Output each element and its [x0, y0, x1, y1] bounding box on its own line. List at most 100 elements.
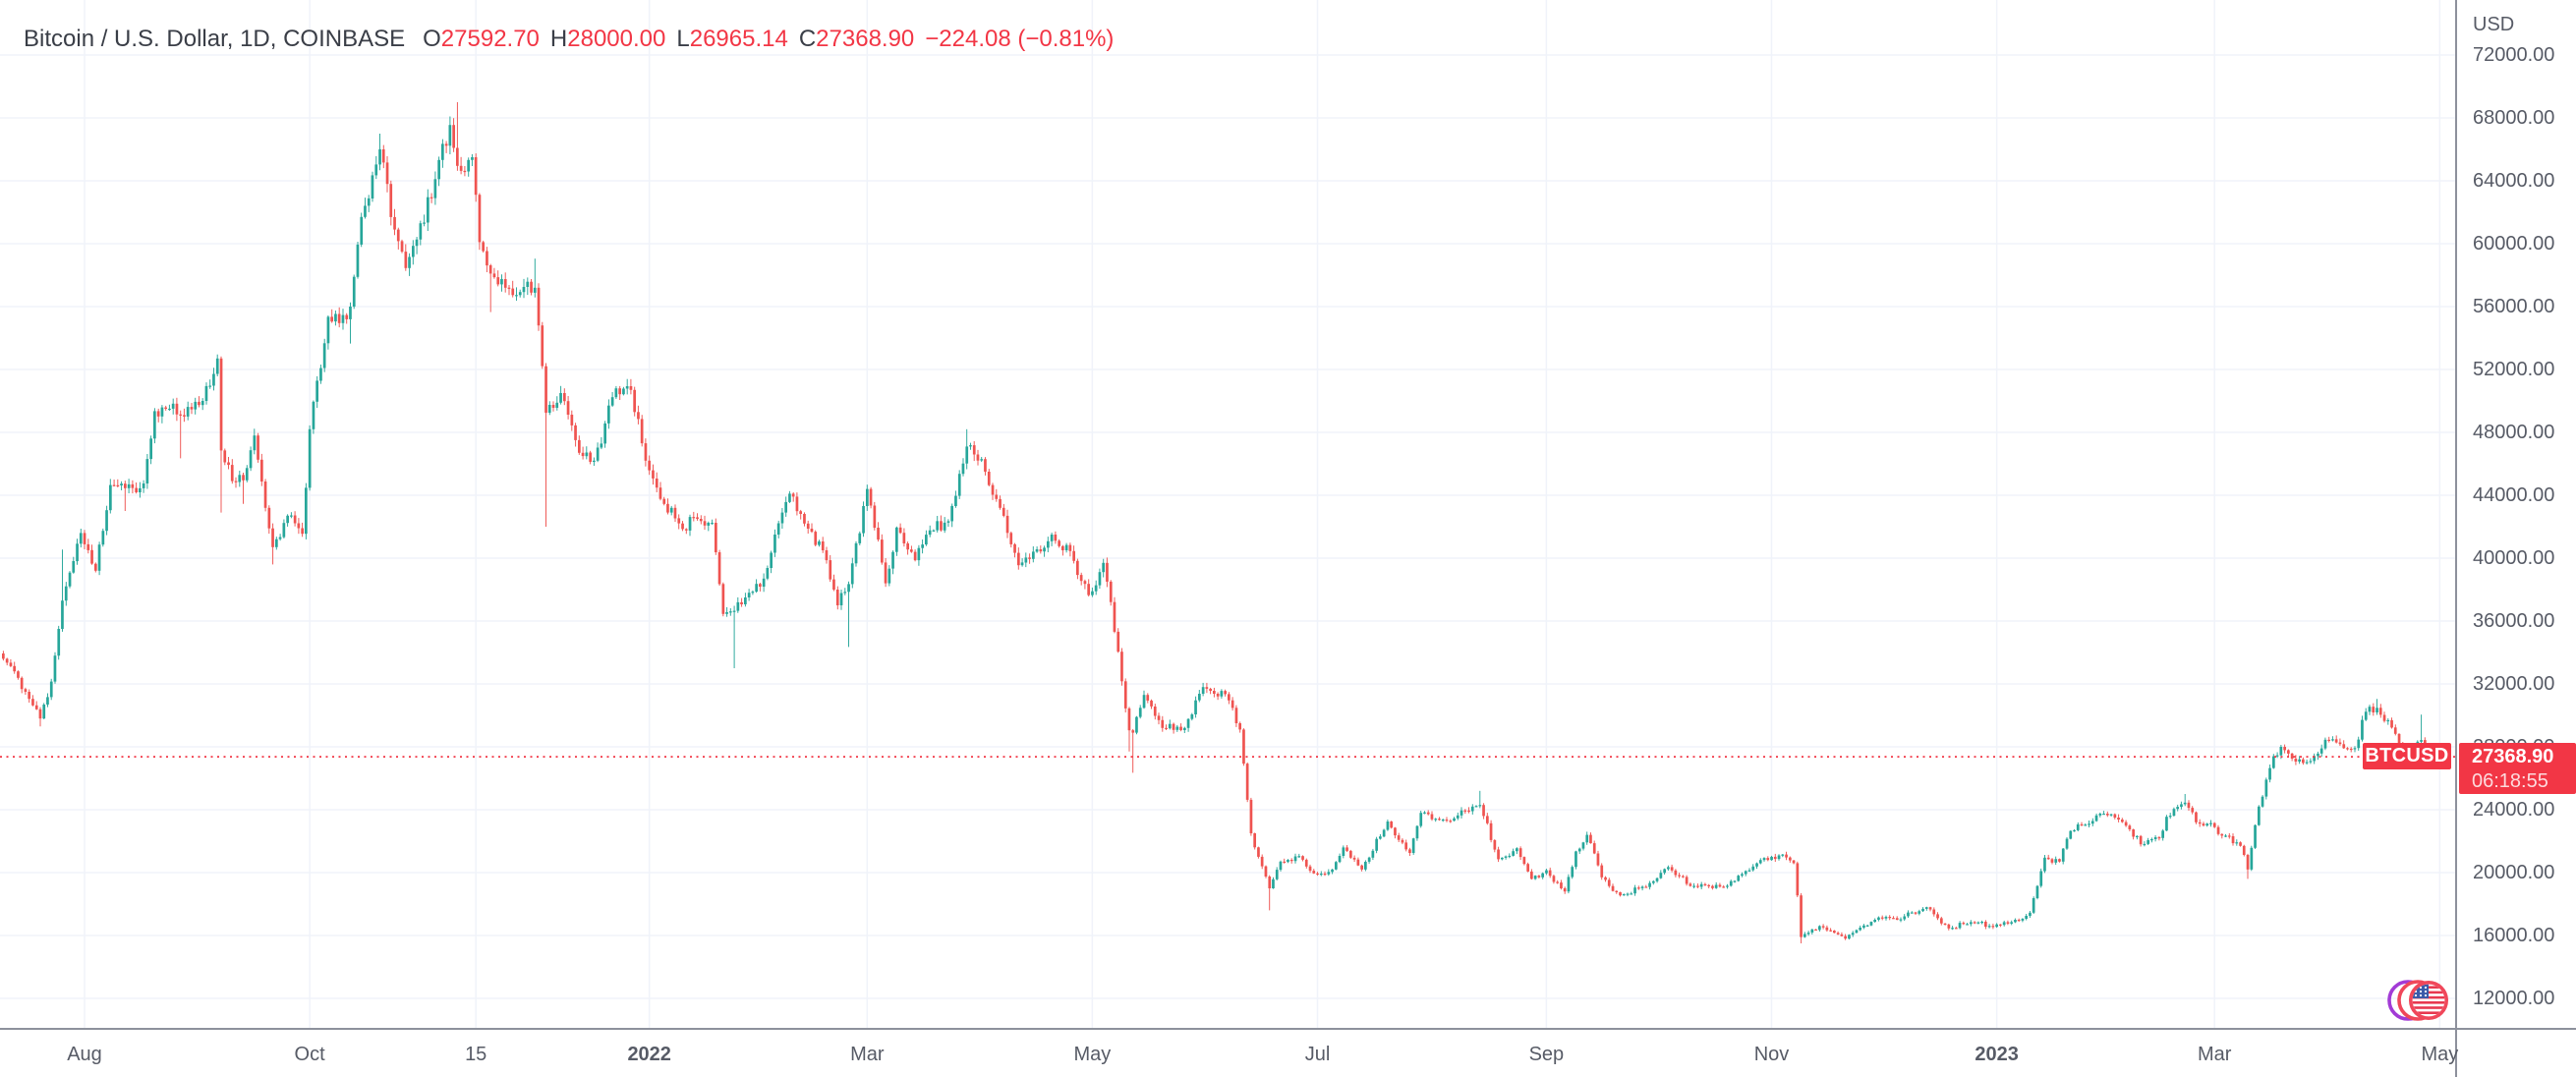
candle-body	[2124, 822, 2128, 826]
candle-body	[2205, 823, 2209, 826]
candle-body	[839, 593, 843, 605]
candle-body	[408, 256, 411, 268]
candle-body	[1777, 855, 1781, 860]
candle-body	[2323, 739, 2327, 749]
candle-body	[2032, 898, 2035, 913]
candle-body	[666, 503, 669, 513]
candle-body	[821, 541, 825, 550]
candle-body	[910, 549, 913, 552]
candle-body	[999, 498, 1002, 508]
candle-body	[1848, 935, 1851, 939]
time-axis[interactable]: Aug Oct 15 2022 Mar May Jul Sep Nov 2023 Mar May	[67, 1044, 2458, 1065]
candle-body	[2147, 840, 2149, 844]
candle-body	[1364, 862, 1367, 870]
candle-body	[1903, 916, 1907, 920]
candle-body	[1655, 878, 1659, 881]
candle-body	[1726, 885, 1729, 887]
candle-body	[94, 563, 97, 571]
candle-body	[862, 506, 865, 534]
candle-body	[385, 162, 389, 185]
candle-body	[1039, 549, 1043, 552]
candle-body	[1186, 718, 1190, 728]
candle-body	[759, 584, 762, 587]
candle-body	[925, 535, 928, 545]
candle-body	[1699, 883, 1703, 887]
candle-body	[1806, 933, 1810, 935]
candle-body	[1349, 850, 1352, 858]
candle-body	[559, 393, 562, 403]
last-price-value: 27368.90	[2472, 746, 2554, 767]
candle-body	[257, 435, 259, 460]
candle-body	[2021, 919, 2025, 921]
candle-body	[2390, 719, 2393, 728]
candle-body	[721, 584, 725, 614]
candle-body	[2327, 739, 2330, 741]
candle-body	[2342, 744, 2346, 749]
candle-body	[1943, 923, 1947, 925]
candle-body	[547, 405, 551, 413]
candle-body	[946, 521, 950, 523]
candle-body	[984, 459, 987, 472]
candle-body	[1884, 917, 1888, 919]
candle-body	[415, 239, 419, 247]
candle-body	[1028, 557, 1031, 559]
price-tick-label: 16000.00	[2473, 925, 2554, 946]
candle-body	[1958, 923, 1962, 929]
candle-body	[2017, 920, 2021, 922]
price-tick-label: 36000.00	[2473, 610, 2554, 632]
time-axis-label: Nov	[1754, 1044, 1790, 1065]
candle-body	[2128, 825, 2132, 829]
candle-body	[1201, 687, 1205, 694]
price-axis[interactable]: USD 72000.00 68000.00 64000.00 60000.00 56000…	[2473, 14, 2554, 1009]
candle-body	[175, 403, 179, 415]
candle-body	[1338, 856, 1342, 863]
candle-body	[433, 179, 437, 198]
last-price-symbol-label: BTCUSD	[2363, 743, 2451, 769]
candle-body	[707, 523, 711, 526]
candle-body	[194, 401, 198, 410]
candle-body	[940, 521, 943, 531]
candle-body	[747, 593, 751, 597]
candle-body	[1703, 883, 1707, 885]
candle-body	[1327, 872, 1331, 875]
candle-body	[371, 175, 374, 198]
ohlc-open-label: O	[423, 26, 441, 52]
candle-body	[374, 164, 378, 176]
candle-body	[688, 517, 692, 531]
candle-body	[887, 568, 891, 584]
price-tick-label: 32000.00	[2473, 673, 2554, 695]
candle-body	[1213, 691, 1216, 694]
price-tick-label: 48000.00	[2473, 422, 2554, 443]
candle-body	[1966, 924, 1969, 926]
candle-body	[334, 313, 337, 322]
candle-body	[570, 415, 574, 425]
candle-body	[1714, 884, 1718, 888]
candle-body	[1474, 806, 1478, 808]
candle-body	[1914, 912, 1918, 914]
symbol-title[interactable]: Bitcoin / U.S. Dollar, 1D, COINBASE	[24, 26, 406, 52]
candle-body	[1711, 885, 1714, 888]
candle-body	[913, 551, 917, 561]
candle-body	[740, 601, 743, 604]
candle-body	[725, 612, 728, 614]
candle-body	[1002, 507, 1005, 516]
candle-body	[1585, 834, 1589, 843]
candle-body	[537, 287, 541, 326]
candle-body	[31, 699, 34, 706]
candle-body	[427, 197, 429, 223]
candle-body	[97, 544, 101, 571]
candle-body	[943, 522, 946, 531]
candle-body	[1161, 719, 1165, 728]
candle-body	[1619, 892, 1622, 896]
candle-body	[1674, 870, 1678, 876]
candle-body	[400, 241, 404, 253]
candle-body	[488, 265, 492, 274]
candle-body	[315, 380, 318, 402]
candle-body	[1880, 917, 1884, 919]
candle-body	[42, 705, 46, 719]
candle-body	[1663, 869, 1666, 874]
candle-body	[297, 523, 301, 529]
candle-body	[603, 423, 606, 444]
